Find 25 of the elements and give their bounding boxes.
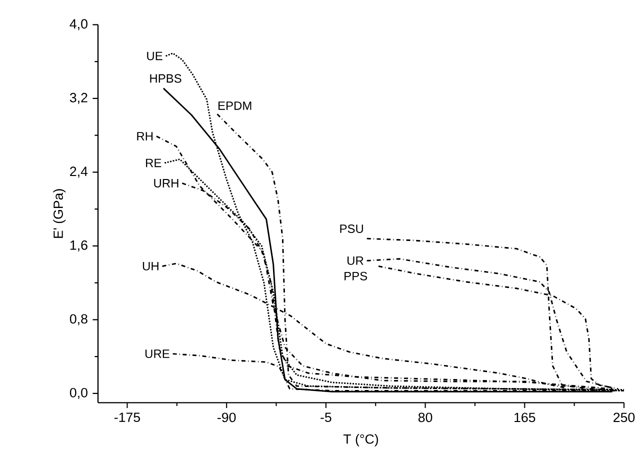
x-tick-label: -90 [218,412,236,422]
x-axis-title: T (°C) [343,434,378,446]
series-label: EPDM [218,102,252,110]
series-label: PSU [340,224,363,233]
y-tick-label: 3,2 [70,92,88,104]
series-label: UR [348,256,364,265]
series-label: URE [145,350,170,358]
x-tick-label: 165 [514,412,536,422]
y-tick-label: 2,4 [70,166,88,178]
series-label: HPBS [150,74,182,83]
x-tick-label: 80 [418,412,432,422]
y-axis-title: E' (GPa) [53,189,66,238]
series-label: UE [147,52,162,60]
y-tick-label: 0,8 [70,314,88,326]
x-tick-label: 250 [614,412,635,422]
series-label: URH [154,179,178,188]
series-label: UH [142,262,158,270]
x-tick-label: -5 [320,412,332,422]
x-tick-label: -175 [114,412,140,422]
series-label: RE [146,158,162,168]
series-label: RH [137,132,153,140]
series-label: PPS [344,272,368,280]
y-tick-label: 4,0 [70,19,88,30]
y-tick-label: 1,6 [70,240,88,252]
y-tick-label: 0,0 [70,388,88,399]
